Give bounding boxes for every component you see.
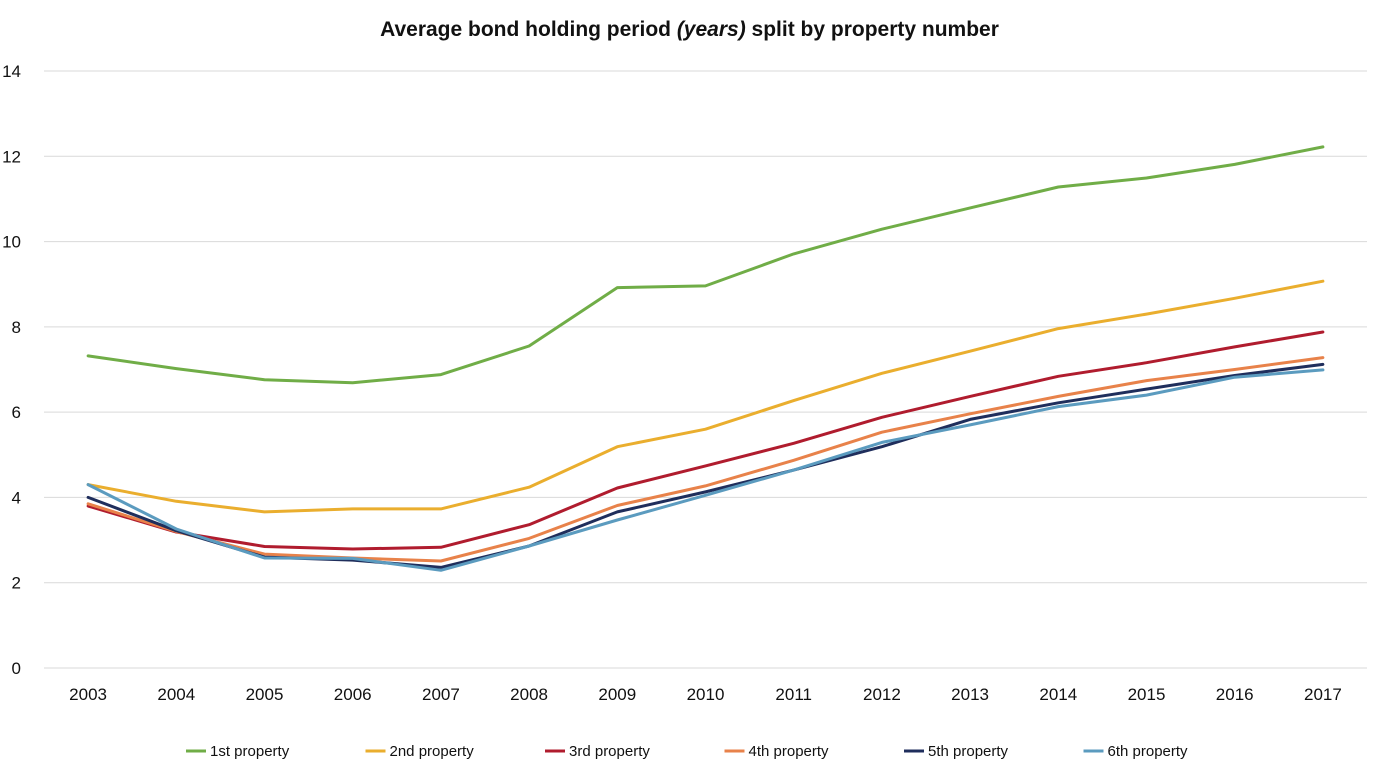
x-tick-label: 2003 bbox=[69, 685, 107, 704]
chart-title-unit: (years) bbox=[676, 18, 746, 41]
x-tick-label: 2007 bbox=[422, 685, 460, 704]
x-tick-label: 2016 bbox=[1216, 685, 1254, 704]
x-tick-label: 2005 bbox=[246, 685, 284, 704]
series-line-6 bbox=[86, 368, 1325, 572]
x-tick-label: 2008 bbox=[510, 685, 548, 704]
legend-label-3: 3rd property bbox=[569, 743, 650, 760]
y-tick-label: 12 bbox=[2, 147, 21, 166]
x-tick-label: 2010 bbox=[687, 685, 725, 704]
legend-label-1: 1st property bbox=[210, 743, 290, 760]
chart-title: Average bond holding period (years) spli… bbox=[0, 18, 1379, 42]
y-tick-label: 6 bbox=[12, 403, 21, 422]
legend-label-6: 6th property bbox=[1108, 743, 1189, 760]
legend: 1st property 2nd property 3rd property 4th … bbox=[186, 743, 1188, 760]
x-tick-label: 2012 bbox=[863, 685, 901, 704]
series-lines bbox=[86, 145, 1325, 572]
x-tick-label: 2013 bbox=[951, 685, 989, 704]
x-tick-label: 2009 bbox=[598, 685, 636, 704]
y-tick-label: 10 bbox=[2, 233, 21, 252]
y-tick-label: 2 bbox=[12, 574, 21, 593]
y-tick-label: 14 bbox=[2, 62, 21, 81]
y-tick-label: 0 bbox=[12, 659, 21, 678]
x-tick-label: 2011 bbox=[775, 685, 812, 704]
series-line-3 bbox=[86, 330, 1325, 551]
chart-title-rest: split by property number bbox=[745, 18, 999, 41]
x-axis-ticks: 2003 2004 2005 2006 2007 2008 2009 2010 2011 2012… bbox=[69, 685, 1342, 704]
chart-title-main: Average bond holding period bbox=[380, 18, 677, 41]
legend-label-5: 5th property bbox=[928, 743, 1009, 760]
x-tick-label: 2015 bbox=[1128, 685, 1166, 704]
series-line-4 bbox=[86, 356, 1325, 563]
legend-label-4: 4th property bbox=[749, 743, 830, 760]
series-line-2 bbox=[86, 279, 1325, 514]
y-axis-ticks: 0 2 4 6 8 10 12 14 bbox=[2, 62, 21, 678]
x-tick-label: 2014 bbox=[1039, 685, 1077, 704]
x-tick-label: 2006 bbox=[334, 685, 372, 704]
y-tick-label: 8 bbox=[12, 318, 21, 337]
gridlines bbox=[44, 70, 1367, 669]
legend-label-2: 2nd property bbox=[390, 743, 475, 760]
y-tick-label: 4 bbox=[12, 488, 21, 507]
series-line-1 bbox=[86, 145, 1325, 385]
x-tick-label: 2004 bbox=[157, 685, 195, 704]
x-tick-label: 2017 bbox=[1304, 685, 1342, 704]
